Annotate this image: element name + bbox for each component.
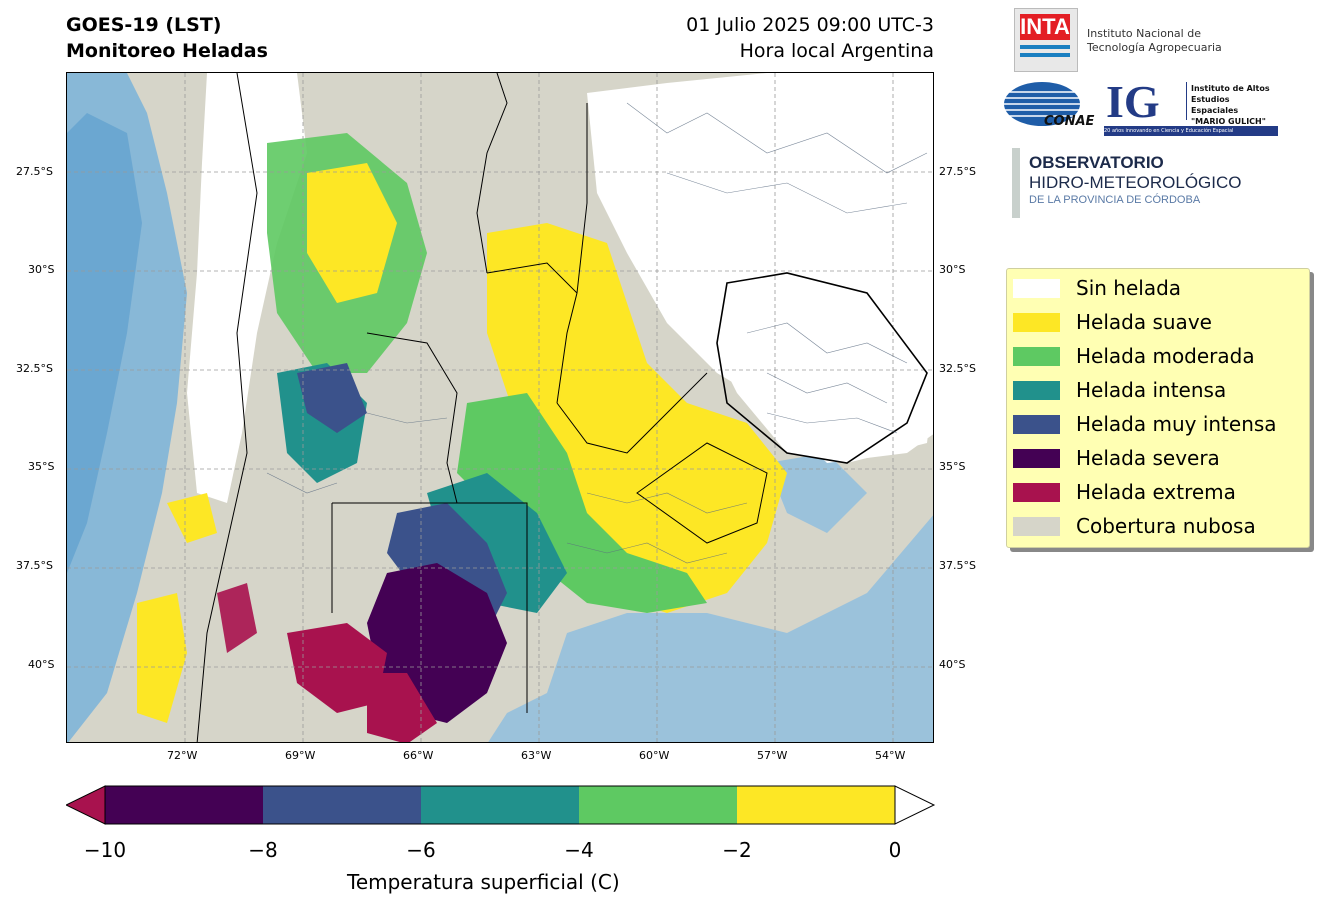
lat-label-left-2: 30°S [28, 263, 55, 276]
obs-logo-bar [1012, 148, 1020, 218]
colorbar-tick-label: −8 [248, 838, 278, 862]
legend-label: Helada moderada [1076, 344, 1255, 368]
legend-swatch [1013, 414, 1060, 434]
map-datetime: 01 Julio 2025 09:00 UTC-3 Hora local Arg… [686, 12, 934, 64]
map-canvas [67, 73, 933, 742]
lon-label-7: 54°W [875, 749, 906, 762]
lat-label-right-1: 27.5°S [939, 165, 976, 178]
legend-label: Helada severa [1076, 446, 1220, 470]
ig-line3: "MARIO GULICH" [1191, 117, 1266, 126]
ig-line1: Instituto de Altos [1191, 84, 1270, 93]
colorbar-segment [263, 786, 421, 824]
ig-logo: IG Instituto de Altos Estudios Espaciale… [1104, 76, 1278, 136]
colorbar-label: Temperatura superficial (C) [347, 870, 620, 894]
legend-item: Helada muy intensa [1013, 409, 1277, 439]
lon-label-5: 60°W [639, 749, 670, 762]
colorbar-segment [579, 786, 737, 824]
legend-swatch [1013, 312, 1060, 332]
colorbar-segment [105, 786, 263, 824]
inta-name: Instituto Nacional de Tecnología Agropec… [1087, 27, 1222, 55]
title-line-2: Monitoreo Heladas [66, 40, 268, 62]
legend-label: Sin helada [1076, 276, 1182, 300]
observatorio-logo: OBSERVATORIO HIDRO-METEOROLÓGICO DE LA P… [1029, 153, 1242, 207]
lat-label-right-5: 37.5°S [939, 559, 976, 572]
legend-label: Cobertura nubosa [1076, 514, 1256, 538]
lat-label-left-5: 37.5°S [16, 559, 53, 572]
lon-label-3: 66°W [403, 749, 434, 762]
legend-swatch [1013, 346, 1060, 366]
colorbar-outline [104, 785, 896, 825]
legend-swatch [1013, 482, 1060, 502]
colorbar-tick-label: −10 [83, 838, 127, 862]
legend-label: Helada intensa [1076, 378, 1227, 402]
legend-label: Helada muy intensa [1076, 412, 1277, 436]
inta-name-line1: Instituto Nacional de [1087, 27, 1201, 40]
legend-item: Helada severa [1013, 443, 1220, 473]
colorbar-tick-label: −2 [722, 838, 752, 862]
legend-item: Sin helada [1013, 273, 1181, 303]
lon-label-2: 69°W [285, 749, 316, 762]
legend-swatch [1013, 380, 1060, 400]
inta-logo: INTA [1014, 8, 1078, 72]
lat-label-right-6: 40°S [939, 658, 966, 671]
colorbar-tick-label: −4 [564, 838, 594, 862]
lon-label-6: 57°W [757, 749, 788, 762]
conae-mark: CONAE [1044, 114, 1095, 129]
lat-label-right-2: 30°S [939, 263, 966, 276]
ig-mark: IG [1106, 76, 1160, 127]
colorbar-segment [421, 786, 579, 824]
legend-swatch [1013, 516, 1060, 536]
inta-mark: INTA [1020, 14, 1070, 40]
legend-swatch [1013, 448, 1060, 468]
colorbar-over-arrow [894, 785, 936, 825]
lat-label-left-6: 40°S [28, 658, 55, 671]
legend-item: Cobertura nubosa [1013, 511, 1256, 541]
legend-swatch [1013, 278, 1060, 298]
colorbar-under-arrow [64, 785, 106, 825]
map-title: GOES-19 (LST) Monitoreo Heladas [66, 12, 268, 64]
obs-line2: HIDRO-METEOROLÓGICO [1029, 173, 1242, 192]
obs-line3: DE LA PROVINCIA DE CÓRDOBA [1029, 194, 1201, 206]
legend-item: Helada extrema [1013, 477, 1236, 507]
conae-logo: CONAE [1004, 80, 1094, 132]
legend: Sin helada Helada suave Helada moderada Hel… [1006, 268, 1310, 548]
lat-label-right-3: 32.5°S [939, 362, 976, 375]
colorbar-segment [737, 786, 895, 824]
title-line-1: GOES-19 (LST) [66, 14, 222, 36]
frost-map [66, 72, 934, 743]
lat-label-left-4: 35°S [28, 460, 55, 473]
local-time-text: Hora local Argentina [739, 40, 934, 62]
legend-item: Helada intensa [1013, 375, 1226, 405]
lat-label-right-4: 35°S [939, 460, 966, 473]
obs-line1: OBSERVATORIO [1029, 153, 1164, 172]
colorbar-svg [64, 785, 936, 825]
legend-label: Helada suave [1076, 310, 1212, 334]
colorbar-tick-label: −6 [406, 838, 436, 862]
ig-tagline: 20 años innovando en Ciencia y Educación… [1104, 126, 1278, 136]
datetime-text: 01 Julio 2025 09:00 UTC-3 [686, 14, 934, 36]
lat-label-left-3: 32.5°S [16, 362, 53, 375]
colorbar [64, 785, 936, 825]
legend-item: Helada moderada [1013, 341, 1255, 371]
ig-text: Instituto de Altos Estudios Espaciales "… [1191, 83, 1278, 127]
legend-label: Helada extrema [1076, 480, 1236, 504]
lon-label-1: 72°W [167, 749, 198, 762]
colorbar-tick-label: 0 [888, 838, 902, 862]
lon-label-4: 63°W [521, 749, 552, 762]
legend-item: Helada suave [1013, 307, 1212, 337]
lat-label-left-1: 27.5°S [16, 165, 53, 178]
inta-name-line2: Tecnología Agropecuaria [1087, 41, 1222, 54]
ig-line2: Estudios Espaciales [1191, 95, 1239, 115]
